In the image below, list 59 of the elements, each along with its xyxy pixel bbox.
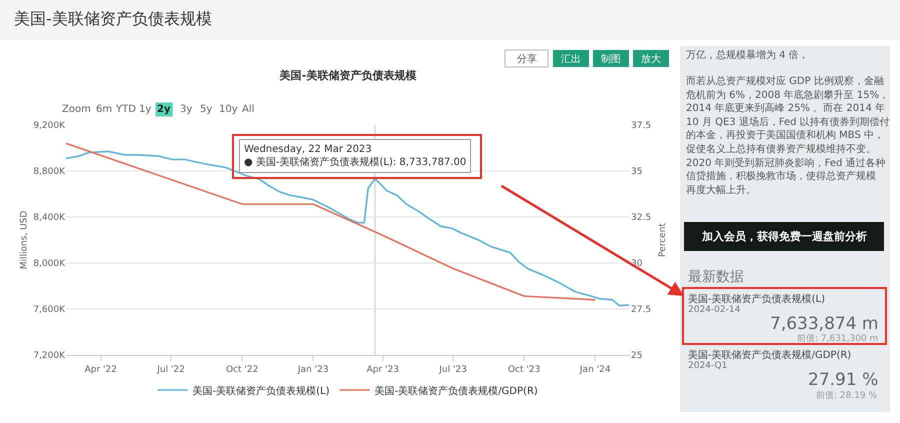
text: 5y	[200, 104, 212, 115]
text: 3y	[180, 104, 192, 115]
y2-tick-label: 32.5	[631, 213, 652, 224]
text: 10y	[219, 104, 238, 115]
y-axis-title: Millions, USD	[20, 210, 30, 270]
text: 制图	[601, 53, 621, 65]
y-tick-label: 8,400K	[33, 213, 66, 224]
text: 前值: 28.19 %	[816, 390, 878, 401]
text: 2024-02-14	[688, 305, 741, 315]
text: 2024-Q1	[688, 361, 728, 371]
text: 促使名义上总持有债券资产规模维持不变。	[686, 143, 876, 155]
text: 的本金，再投资于美国国债和机构 MBS 中，	[686, 129, 884, 141]
text: 美国-美联储资产负债表规模(L)	[688, 293, 826, 305]
text: All	[242, 104, 254, 115]
text: 危机前为 6%，2008 年底急剧攀升至 15%，	[686, 89, 890, 101]
annotation: Wednesday, 22 Mar 2023 ● 美国-美联储资产负债表规模(L): 8,733,787.00	[244, 144, 466, 168]
text: Zoom	[62, 104, 91, 115]
y-tick-label: 9,200K	[33, 121, 66, 132]
text: 美国-美联储资产负债表规模	[14, 9, 212, 28]
text: 10 月 QE3 退场后，Fed 以持有债券到期偿付	[686, 116, 890, 128]
chart-title: 美国-美联储资产负债表规模	[278, 68, 418, 82]
text: 2y	[157, 104, 171, 115]
text: 加入会员，获得免费一週盘前分析	[701, 230, 867, 243]
text: 而若从总资产规模对应 GDP 比例观察，金融	[686, 75, 884, 87]
x-tick-label: Oct '22	[226, 364, 258, 375]
y2-tick-label: 27.5	[631, 305, 652, 316]
x-tick-label: Jul '23	[438, 364, 467, 375]
text: 2014 年底更来到高峰 25% 。而在 2014 年	[686, 102, 886, 114]
y-tick-label: 8,000K	[33, 259, 66, 270]
text: 7,633,874 m	[770, 314, 878, 334]
x-tick-label: Oct '23	[508, 364, 540, 375]
text: 前值: 7,631,300 m	[797, 333, 878, 344]
x-tick-label: Jul '22	[156, 364, 185, 375]
x-tick-label: Apr '22	[84, 364, 117, 375]
x-tick-label: Jan '23	[296, 364, 329, 375]
y2-axis-title: Percent	[658, 222, 668, 257]
text: 放大	[641, 53, 661, 65]
text: 美国-美联储资产负债表规模/GDP(R)	[688, 349, 852, 361]
y-tick-label: 7,200K	[33, 351, 66, 362]
y-tick-label: 8,800K	[33, 167, 66, 178]
text: 1y	[139, 104, 152, 115]
y-tick-label: 7,600K	[33, 305, 66, 316]
y2-tick-label: 25	[631, 351, 642, 362]
text: 信贷措施，积极挽救市场，使得总资产规模	[686, 170, 876, 182]
text: 汇出	[561, 53, 581, 65]
text: YTD	[115, 104, 136, 115]
x-tick-label: Apr '23	[366, 364, 399, 375]
text: 6m	[96, 104, 112, 115]
y2-tick-label: 37.5	[631, 121, 652, 132]
legend-label: 美国-美联储资产负债表规模(L)	[192, 384, 330, 397]
text: 最新数据	[688, 269, 744, 285]
text: 分享	[517, 53, 537, 65]
text: 万亿，总规模暴增为 4 倍，	[686, 49, 809, 61]
x-tick-label: Jan '24	[578, 364, 611, 375]
y2-tick-label: 35	[631, 167, 642, 178]
text: 27.91 %	[808, 370, 878, 390]
text: 再度大幅上升。	[686, 184, 756, 196]
text: 2020 年则受到新冠肺炎影响，Fed 通过各种	[686, 157, 886, 169]
legend-label: 美国-美联储资产负债表规模/GDP(R)	[374, 384, 538, 397]
